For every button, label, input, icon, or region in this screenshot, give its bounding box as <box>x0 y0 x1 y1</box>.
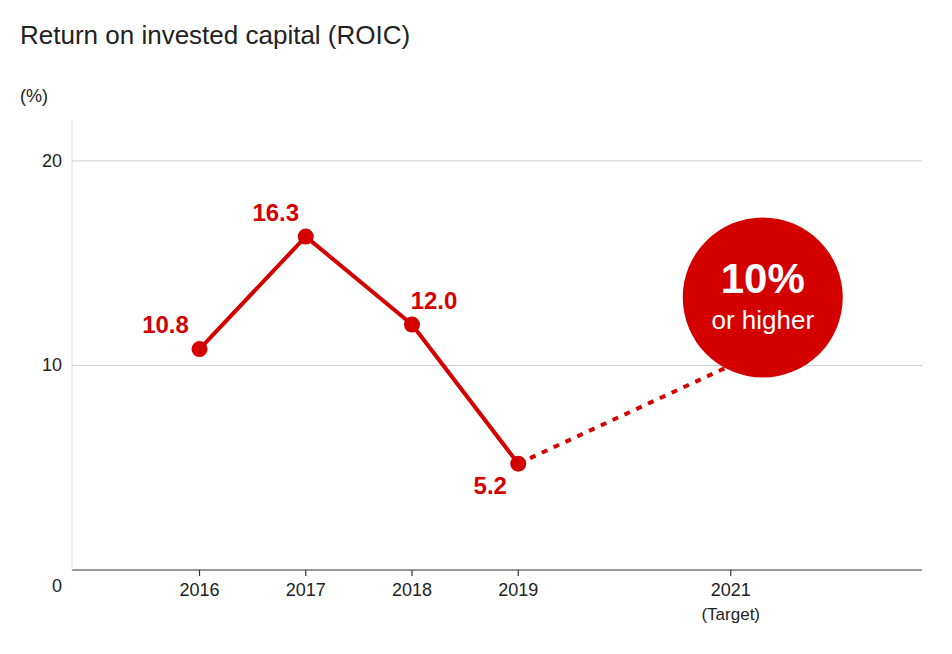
target-caption: (Target) <box>701 605 760 624</box>
y-axis <box>72 120 73 570</box>
point <box>192 341 208 357</box>
x-tick <box>411 570 412 576</box>
target-note-text: or higher <box>711 305 814 335</box>
chart: Return on invested capital (ROIC) (%) 0 10 2… <box>0 0 952 654</box>
y-label: (%) <box>20 86 48 106</box>
x-tick-label: 2021 <box>711 580 751 600</box>
data-label: 10.8 <box>142 311 189 338</box>
x-tick <box>730 570 731 576</box>
y-tick-label: 10 <box>42 355 62 375</box>
data-label: 16.3 <box>252 199 299 226</box>
x-tick-label: 2017 <box>286 580 326 600</box>
y-tick-label: 20 <box>42 151 62 171</box>
target-value-text: 10% <box>721 255 805 302</box>
target-badge <box>683 217 843 377</box>
x-tick-label: 2018 <box>392 580 432 600</box>
x-tick <box>199 570 200 576</box>
line <box>200 237 519 464</box>
x-tick-label: 2019 <box>498 580 538 600</box>
data-label: 12.0 <box>411 287 458 314</box>
x-tick <box>305 570 306 576</box>
plot-area <box>192 229 731 472</box>
data-label: 5.2 <box>474 472 507 499</box>
x-tick <box>518 570 519 576</box>
y-tick-label: 0 <box>52 576 62 596</box>
point <box>298 229 314 245</box>
point <box>404 317 420 333</box>
target-line <box>518 365 731 463</box>
x-tick-label: 2016 <box>179 580 219 600</box>
title: Return on invested capital (ROIC) <box>20 20 410 50</box>
grid-line <box>72 160 922 161</box>
